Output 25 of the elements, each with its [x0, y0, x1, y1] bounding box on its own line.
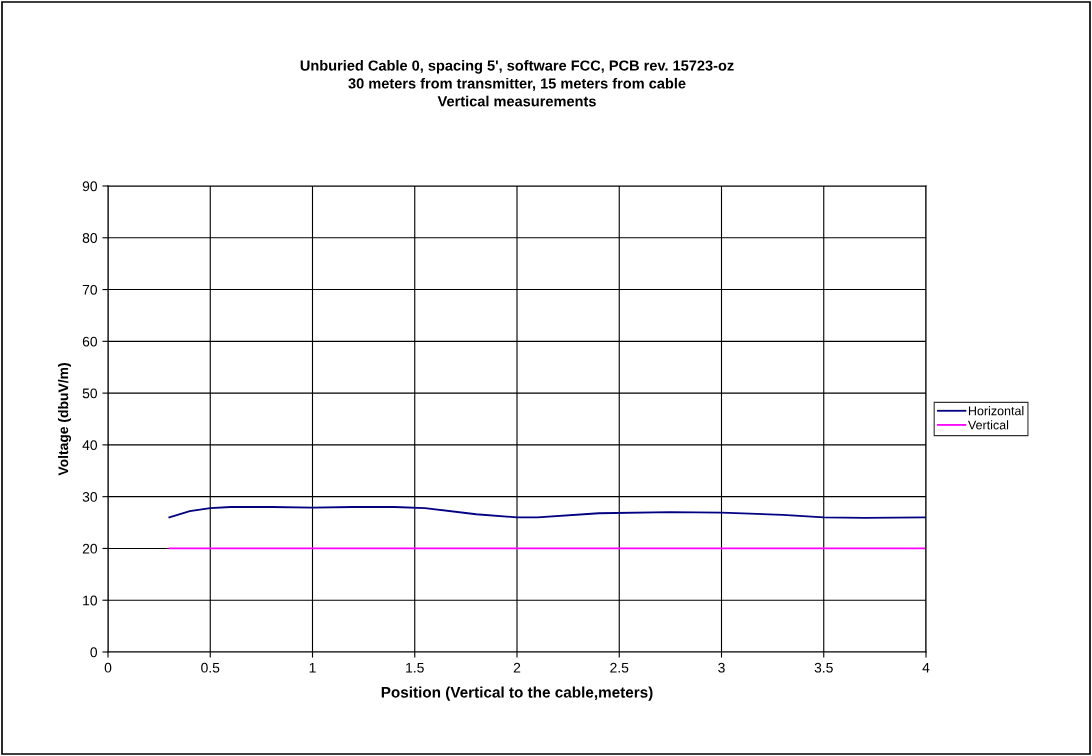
x-tick-label: 1.5: [406, 662, 424, 673]
x-tick-label: 3.5: [814, 662, 833, 673]
y-tick-label: 40: [82, 440, 98, 451]
x-tick-label: 4: [922, 662, 930, 673]
x-tick-label: 1: [309, 662, 316, 673]
x-tick-label: 0.5: [201, 662, 220, 673]
legend-label: Horizontal: [968, 406, 1024, 416]
line-series: [168, 506, 926, 519]
x-tick-label: 3: [718, 662, 725, 673]
y-tick-label: 50: [82, 388, 98, 399]
y-tick-label: 90: [82, 181, 98, 192]
x-tick-label: 0: [104, 662, 112, 673]
x-axis-title: Position (Vertical to the cable,meters): [381, 686, 653, 701]
y-tick-label: 20: [82, 543, 98, 554]
y-tick-label: 70: [82, 284, 98, 295]
chart-title: Unburied Cable 0, spacing 5', software FCC, PCB rev. 15723-oz 30 meters from transmitter, 15 meters from cable Vertical measurements: [300, 60, 734, 107]
y-tick-label: 0: [90, 647, 98, 658]
y-tick-label: 10: [83, 595, 98, 606]
y-axis-title: Voltage (dbuV/m): [58, 363, 72, 476]
y-tick-label: 80: [82, 233, 98, 243]
y-tick-label: 60: [82, 336, 98, 347]
x-tick-label: 2.5: [610, 662, 629, 673]
x-tick-label: 2: [513, 662, 521, 673]
y-tick-label: 30: [82, 492, 98, 502]
legend-label: Vertical: [967, 420, 1009, 430]
